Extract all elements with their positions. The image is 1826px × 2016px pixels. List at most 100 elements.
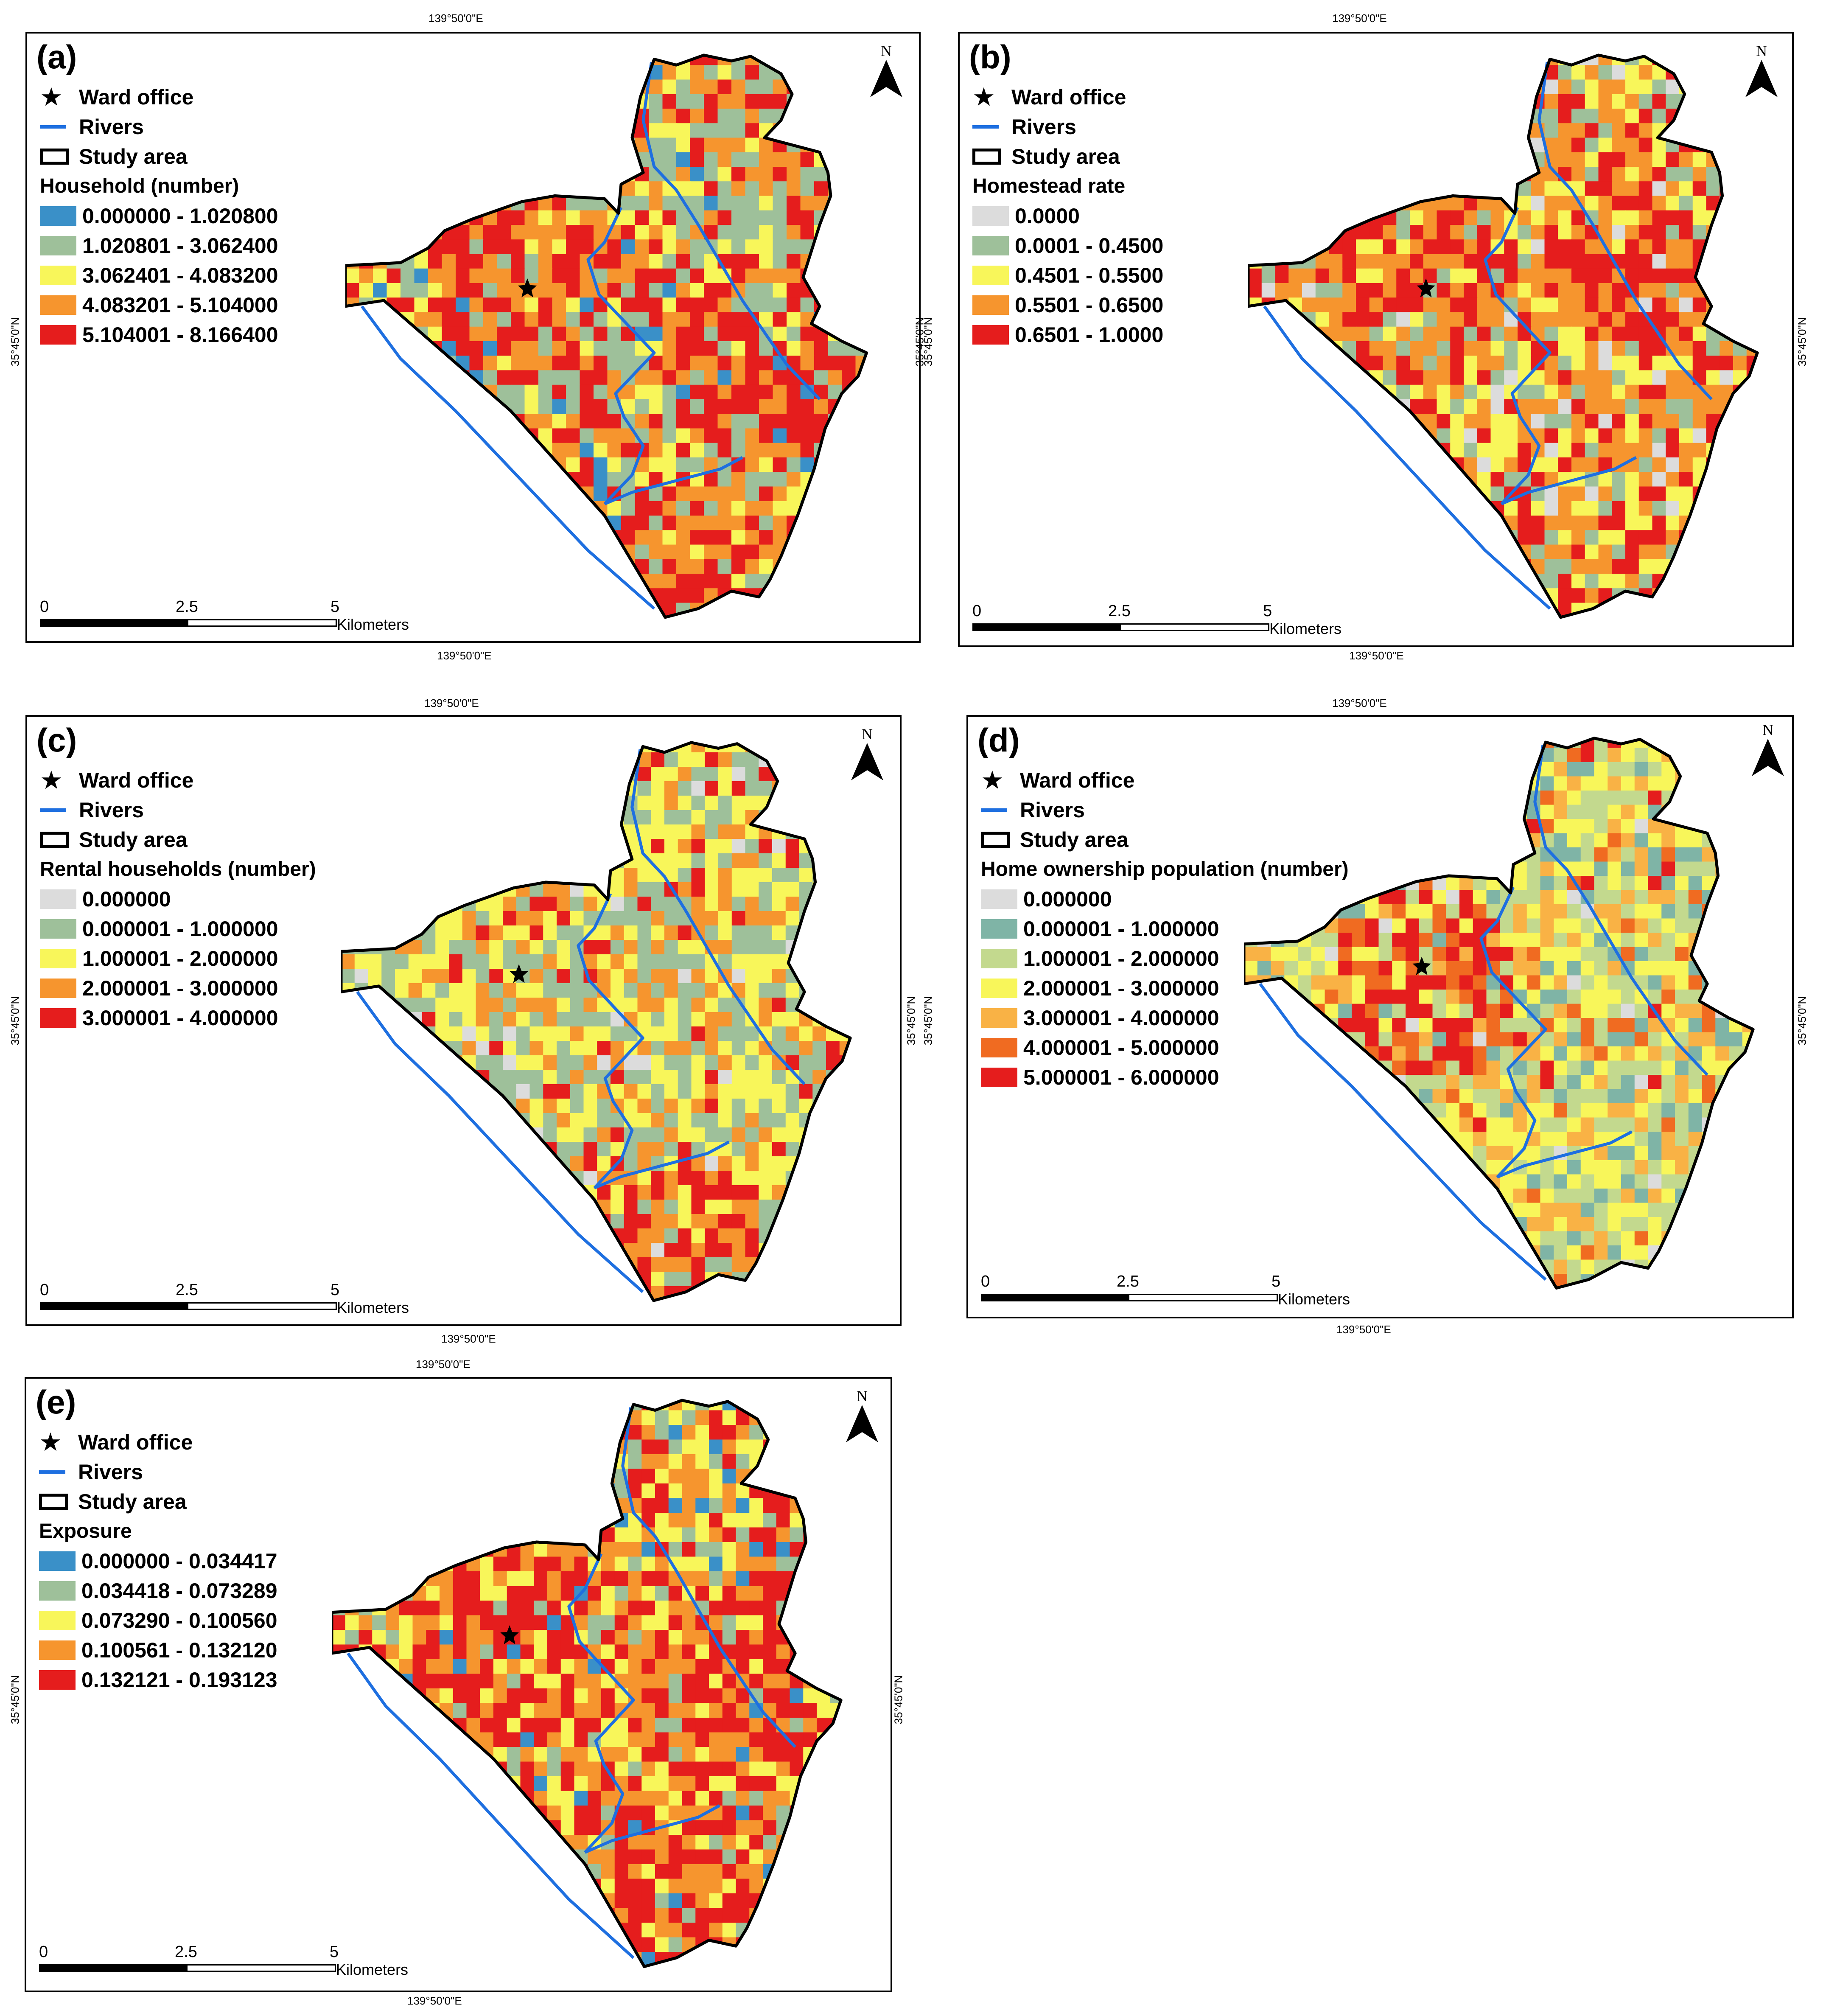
river-line xyxy=(569,1554,633,1853)
legend-class: 1.000001 - 2.000000 xyxy=(40,944,316,973)
legend-rivers: Rivers xyxy=(40,795,316,825)
legend-swatch xyxy=(40,295,76,315)
legend-ward-office: ★ Ward office xyxy=(40,82,278,112)
river-line xyxy=(1539,62,1711,399)
river-line xyxy=(594,1142,729,1188)
study-area-outline xyxy=(341,743,850,1301)
scale-unit: Kilometers xyxy=(336,1961,409,1978)
legend-rivers: Rivers xyxy=(40,112,278,142)
river-line xyxy=(1260,984,1546,1280)
legend-class: 1.020801 - 3.062400 xyxy=(40,231,278,261)
north-arrow: N xyxy=(850,725,884,783)
panel-c-lon-top: 139°50'0"E xyxy=(424,697,479,709)
choropleth-map xyxy=(345,50,897,632)
panel-label: (e) xyxy=(36,1383,76,1421)
legend-class-label: 0.000000 - 0.034417 xyxy=(81,1549,277,1573)
ward-office-marker xyxy=(1417,278,1435,297)
legend-study-area: Study area xyxy=(981,825,1349,855)
river-line xyxy=(362,306,654,608)
choropleth-map xyxy=(1244,734,1783,1302)
panel-a-lon-bottom: 139°50'0"E xyxy=(437,649,492,662)
legend-class: 5.104001 - 8.166400 xyxy=(40,320,278,350)
legend-swatch xyxy=(39,1551,76,1571)
legend-swatch xyxy=(981,949,1017,968)
panel-c-lon-bottom: 139°50'0"E xyxy=(441,1332,496,1345)
north-letter: N xyxy=(881,42,892,59)
legend-title: Exposure xyxy=(39,1520,132,1542)
north-letter: N xyxy=(1756,42,1767,59)
legend-class-label: 3.000001 - 4.000000 xyxy=(1023,1006,1219,1030)
legend-swatch xyxy=(40,889,76,909)
river-line-icon xyxy=(40,125,66,129)
river-line xyxy=(348,1653,633,1958)
legend-swatch xyxy=(39,1581,76,1601)
legend-classes: 0.000000 0.000001 - 1.000000 1.000001 - 2.… xyxy=(40,884,316,1033)
legend-study-area: Study area xyxy=(40,142,278,171)
legend-classes: 0.000000 - 0.034417 0.034418 - 0.073289 0.… xyxy=(39,1546,277,1695)
scale-tick: 2.5 xyxy=(175,1943,197,1961)
legend-class: 5.000001 - 6.000000 xyxy=(981,1063,1349,1092)
panel-d: (d) N ★ Ward office Rivers Study area Hom… xyxy=(966,715,1794,1318)
north-arrow: N xyxy=(869,42,903,100)
legend: ★ Ward office Rivers Study area Home owne… xyxy=(981,765,1349,1092)
legend-label: Study area xyxy=(1020,828,1129,852)
panel-b-lon-top: 139°50'0"E xyxy=(1332,12,1387,25)
north-arrow-icon xyxy=(870,60,902,97)
legend-class-label: 1.000001 - 2.000000 xyxy=(1023,947,1219,970)
scale-unit: Kilometers xyxy=(337,616,409,633)
panel-e-lat-right: 35°45'0"N xyxy=(892,1675,905,1724)
study-area-outline xyxy=(1248,55,1757,617)
star-icon: ★ xyxy=(40,83,63,111)
scale-tick: 2.5 xyxy=(176,598,198,616)
legend-ward-office: ★ Ward office xyxy=(972,82,1163,112)
scale-tick: 5 xyxy=(330,1281,340,1299)
scale-bar: 0 2.5 5 Kilometers xyxy=(40,598,409,633)
choropleth-map xyxy=(341,738,880,1315)
scale-bar: 0 2.5 5 Kilometers xyxy=(39,1943,408,1978)
legend: ★ Ward office Rivers Study area Exposure … xyxy=(39,1427,277,1695)
legend-class-label: 2.000001 - 3.000000 xyxy=(1023,976,1219,1000)
north-letter: N xyxy=(862,726,873,743)
legend: ★ Ward office Rivers Study area Homestead… xyxy=(972,82,1163,350)
legend-swatch xyxy=(39,1670,76,1690)
legend-class: 0.132121 - 0.193123 xyxy=(39,1665,277,1695)
river-line xyxy=(1497,1132,1632,1177)
scale-bar: 0 2.5 5 Kilometers xyxy=(972,602,1341,637)
legend-swatch xyxy=(40,1008,76,1028)
scale-tick: 2.5 xyxy=(176,1281,198,1299)
legend-class: 0.6501 - 1.0000 xyxy=(972,320,1163,350)
legend-class-label: 0.5501 - 0.6500 xyxy=(1015,293,1164,317)
legend-class-label: 0.132121 - 0.193123 xyxy=(81,1668,277,1692)
legend-class: 3.062401 - 4.083200 xyxy=(40,261,278,290)
panel-c: (c) N ★ Ward office Rivers Study area Ren… xyxy=(25,715,902,1326)
legend-class: 2.000001 - 3.000000 xyxy=(40,973,316,1003)
panel-label: (b) xyxy=(969,38,1011,76)
star-icon: ★ xyxy=(39,1428,62,1456)
river-line xyxy=(1264,306,1550,608)
study-area-box-icon xyxy=(40,832,69,848)
legend-label: Rivers xyxy=(1020,798,1085,822)
legend-class-label: 0.6501 - 1.0000 xyxy=(1015,323,1164,347)
legend-class-label: 0.073290 - 0.100560 xyxy=(81,1609,277,1632)
legend-class-label: 0.000000 xyxy=(1023,887,1112,911)
study-area-box-icon xyxy=(40,149,69,165)
river-line xyxy=(1485,207,1550,504)
panel-b: (b) N ★ Ward office Rivers Study area Hom… xyxy=(958,32,1794,647)
panel-e: (e) N ★ Ward office Rivers Study area Exp… xyxy=(25,1377,892,1992)
scale-tick: 5 xyxy=(330,1943,339,1961)
panel-a-lon-top: 139°50'0"E xyxy=(428,12,483,25)
legend-label: Rivers xyxy=(1011,115,1076,139)
legend-class-label: 0.4501 - 0.5500 xyxy=(1015,264,1164,287)
panel-d-lat-left: 35°45'0"N xyxy=(921,996,935,1046)
legend-study-area: Study area xyxy=(39,1487,277,1517)
legend-class-label: 1.000001 - 2.000000 xyxy=(82,947,278,970)
panel-label: (a) xyxy=(36,38,77,76)
legend-swatch xyxy=(39,1611,76,1630)
river-line-icon xyxy=(972,125,999,129)
north-arrow: N xyxy=(845,1387,879,1445)
legend-class: 4.000001 - 5.000000 xyxy=(981,1033,1349,1063)
legend-label: Ward office xyxy=(79,85,194,109)
star-icon: ★ xyxy=(40,766,63,794)
river-line xyxy=(632,749,804,1084)
panel-a: (a) N ★ Ward office Rivers Study area Hou… xyxy=(25,32,921,643)
